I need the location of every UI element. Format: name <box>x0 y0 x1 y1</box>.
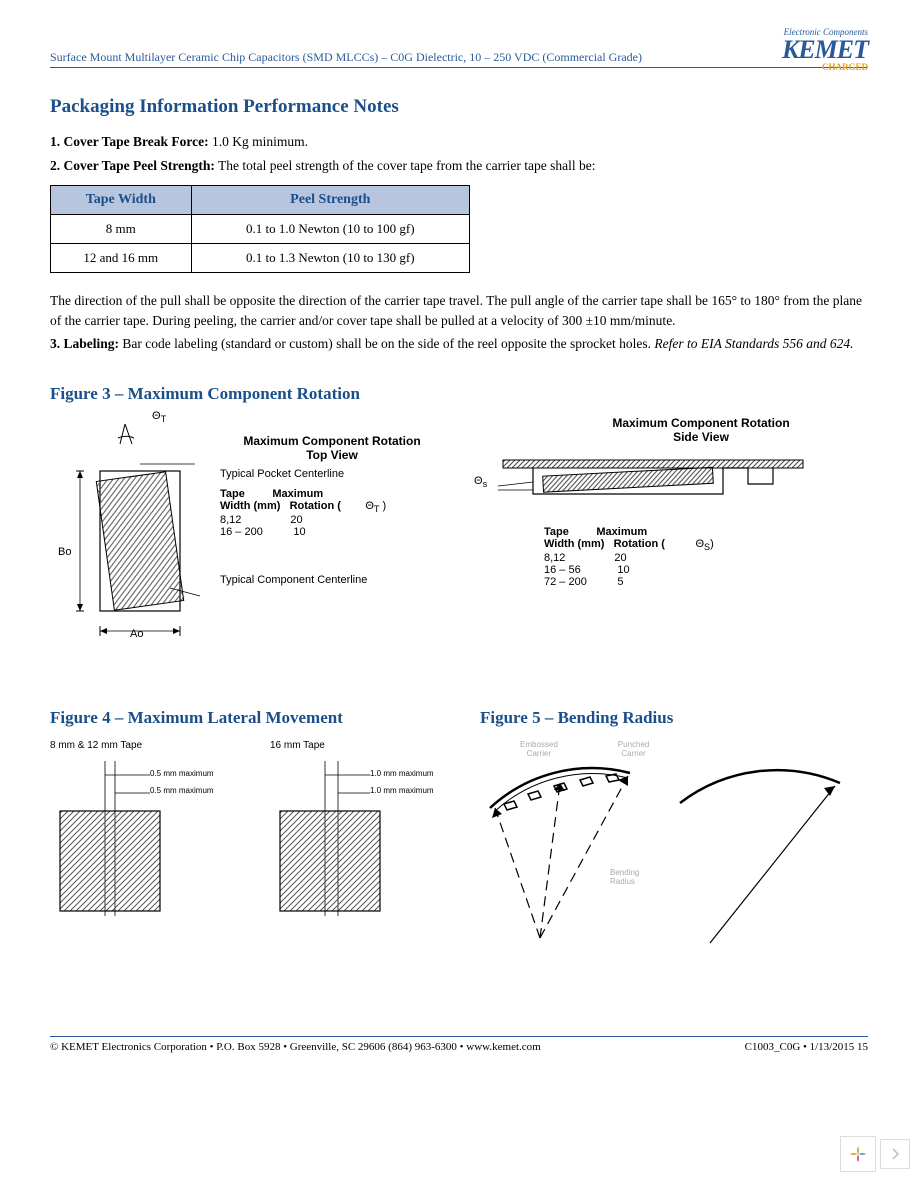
note-3-text: Bar code labeling (standard or custom) s… <box>119 336 654 351</box>
note-3-italic: Refer to EIA Standards 556 and 624. <box>654 336 853 351</box>
fig4-left-label: 8 mm & 12 mm Tape <box>50 740 220 751</box>
page-header: Surface Mount Multilayer Ceramic Chip Ca… <box>50 50 868 68</box>
fig4-left: 8 mm & 12 mm Tape <box>50 740 220 947</box>
theta-s-label: Θs <box>474 475 487 489</box>
table-cell: 0.1 to 1.3 Newton (10 to 130 gf) <box>191 244 469 273</box>
section-title-packaging: Packaging Information Performance Notes <box>50 96 868 118</box>
fig3-top-diagram <box>50 416 210 646</box>
table-cell: 0.1 to 1.0 Newton (10 to 100 gf) <box>191 215 469 244</box>
figure-3-top-view: ΘT Maximum Component Rotation Top View T… <box>50 416 444 670</box>
logo-brand: KEMET <box>782 37 868 63</box>
nav-next-button[interactable] <box>880 1139 910 1169</box>
figure-3-row: ΘT Maximum Component Rotation Top View T… <box>50 416 868 670</box>
fig3-top-title1: Maximum Component Rotation <box>220 434 444 448</box>
fig5-punched-label: PunchedCarrier <box>618 740 650 758</box>
figure-5-title: Figure 5 – Bending Radius <box>480 708 868 728</box>
note-3-label: 3. Labeling: <box>50 336 119 351</box>
fig3-top-table: Tape Maximum Width (mm) Rotation ( ΘT ) … <box>220 488 444 538</box>
note-1-text: 1.0 Kg minimum. <box>209 134 308 149</box>
footer-left: © KEMET Electronics Corporation • P.O. B… <box>50 1041 541 1053</box>
nav-logo-icon[interactable] <box>840 1136 876 1172</box>
fig3-side-title1: Maximum Component Rotation <box>534 416 868 430</box>
figure-4-title: Figure 4 – Maximum Lateral Movement <box>50 708 450 728</box>
fig4-dim4: 1.0 mm maximum <box>370 786 540 795</box>
fig3-side-table: Tape Maximum Width (mm) Rotation ( ΘS) 8… <box>544 526 868 588</box>
table-header: Tape Width <box>51 186 192 215</box>
note-2: 2. Cover Tape Peel Strength: The total p… <box>50 156 868 176</box>
note-3: 3. Labeling: Bar code labeling (standard… <box>50 334 868 354</box>
figure-3-title: Figure 3 – Maximum Component Rotation <box>50 384 868 404</box>
figure-3-side-view: Maximum Component Rotation Side View Θs <box>474 416 868 670</box>
fig3-component-centerline-label: Typical Component Centerline <box>220 574 444 586</box>
header-text: Surface Mount Multilayer Ceramic Chip Ca… <box>50 50 642 65</box>
nav-widget <box>840 1136 910 1172</box>
peel-strength-table: Tape Width Peel Strength 8 mm 0.1 to 1.0… <box>50 185 470 273</box>
figure-4: Figure 4 – Maximum Lateral Movement 8 mm… <box>50 678 450 976</box>
brand-logo: Electronic Components KEMET CHARGED <box>782 28 868 72</box>
ao-label: Ao <box>130 628 524 640</box>
page-footer: © KEMET Electronics Corporation • P.O. B… <box>50 1036 868 1053</box>
note-1-label: 1. Cover Tape Break Force: <box>50 134 209 149</box>
figures-4-5-row: Figure 4 – Maximum Lateral Movement 8 mm… <box>50 678 868 976</box>
fig5-embossed-label: EmbossedCarrier <box>520 740 558 758</box>
figure-5: Figure 5 – Bending Radius EmbossedCarrie… <box>480 678 868 976</box>
fig3-side-title2: Side View <box>534 430 868 444</box>
note-2-text: The total peel strength of the cover tap… <box>215 158 596 173</box>
table-row: 8 mm 0.1 to 1.0 Newton (10 to 100 gf) <box>51 215 470 244</box>
fig4-dim1: 0.5 mm maximum <box>150 769 320 778</box>
bo-label: Bo <box>58 546 452 558</box>
fig3-pocket-centerline-label: Typical Pocket Centerline <box>220 468 444 480</box>
chevron-right-icon <box>891 1148 899 1160</box>
theta-t-label: ΘT <box>152 410 166 422</box>
fig4-dim2: 0.5 mm maximum <box>150 786 320 795</box>
fig4-right-label: 16 mm Tape <box>270 740 440 751</box>
note-2-label: 2. Cover Tape Peel Strength: <box>50 158 215 173</box>
pull-direction-paragraph: The direction of the pull shall be oppos… <box>50 291 868 330</box>
table-header-row: Tape Width Peel Strength <box>51 186 470 215</box>
fig3-side-diagram <box>493 452 813 512</box>
table-cell: 12 and 16 mm <box>51 244 192 273</box>
fig3-top-title2: Top View <box>220 448 444 462</box>
fig4-dim3: 1.0 mm maximum <box>370 769 540 778</box>
footer-right: C1003_C0G • 1/13/2015 15 <box>745 1041 868 1053</box>
table-cell: 8 mm <box>51 215 192 244</box>
table-header: Peel Strength <box>191 186 469 215</box>
note-1: 1. Cover Tape Break Force: 1.0 Kg minimu… <box>50 132 868 152</box>
table-row: 12 and 16 mm 0.1 to 1.3 Newton (10 to 13… <box>51 244 470 273</box>
logo-charged: CHARGED <box>782 63 868 72</box>
fig5-bending-radius-label: Bending Radius <box>610 868 918 886</box>
